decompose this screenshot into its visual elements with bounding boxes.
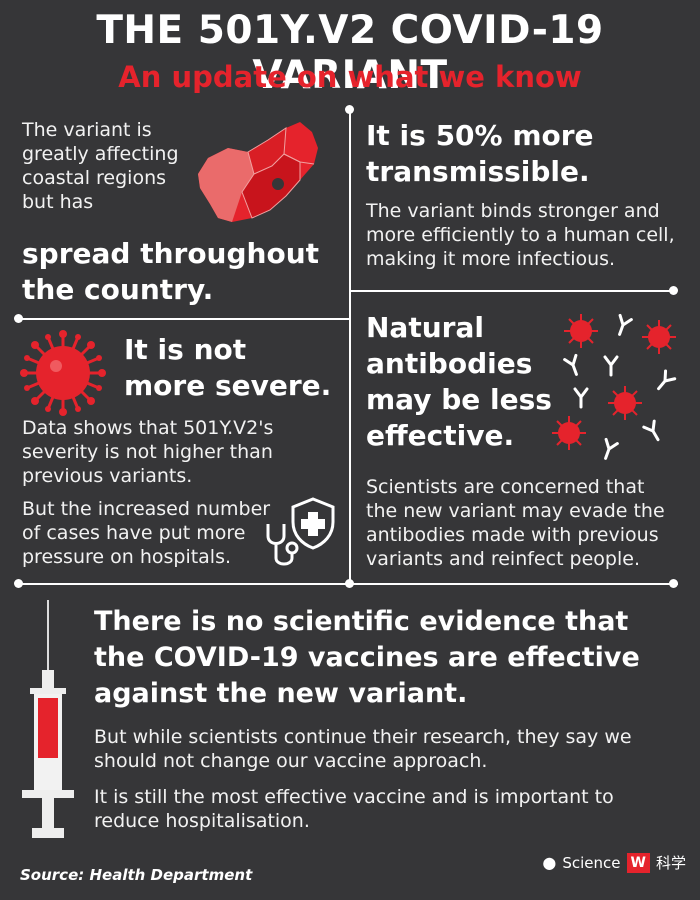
shield-cross-icon — [291, 497, 335, 550]
source-note: Source: Health Department — [20, 866, 253, 884]
virus-icon — [20, 330, 106, 416]
divider-horizontal-right — [351, 290, 677, 292]
map-headline: spread throughout the country. — [22, 237, 320, 306]
watermark-text: Science — [562, 853, 621, 872]
divider-dot — [14, 579, 23, 588]
severity-body-2: But the increased number of cases have p… — [22, 498, 271, 568]
vaccine-headline: There is no scientific evidence that the… — [94, 606, 640, 709]
transmissible-body: The variant binds stronger and more effi… — [366, 200, 675, 270]
divider-dot — [345, 105, 354, 114]
vaccine-body-2: It is still the most effective vaccine a… — [94, 786, 614, 832]
divider-vertical-top — [349, 108, 351, 584]
divider-dot — [669, 286, 678, 295]
page-title: THE 501Y.V2 COVID-19 VARIANT — [96, 8, 604, 98]
watermark-suffix: 科学 — [655, 854, 686, 872]
page-subtitle: An update on what we know — [118, 60, 582, 94]
antibodies-body: Scientists are concerned that the new va… — [366, 476, 665, 570]
stethoscope-icon — [266, 524, 299, 566]
syringe-icon — [22, 600, 74, 838]
severity-body: Data shows that 501Y.V2's severity is no… — [22, 417, 274, 487]
antibodies-headline: Natural antibodies may be less effective… — [366, 311, 552, 452]
divider-horizontal-left — [18, 318, 351, 320]
vaccine-body: But while scientists continue their rese… — [94, 726, 632, 772]
divider-dot — [14, 314, 23, 323]
divider-dot — [345, 579, 354, 588]
wechat-icon: ● — [542, 853, 557, 872]
watermark: ● Science W 科学 — [542, 852, 686, 873]
south-africa-map — [198, 122, 318, 222]
watermark-box: W — [626, 852, 650, 873]
severity-headline: It is not more severe. — [124, 333, 332, 402]
divider-dot — [669, 579, 678, 588]
transmissible-headline: It is 50% more transmissible. — [366, 119, 594, 188]
map-intro-text: The variant is greatly affecting coastal… — [22, 119, 179, 213]
antibody-illustration — [551, 313, 677, 462]
